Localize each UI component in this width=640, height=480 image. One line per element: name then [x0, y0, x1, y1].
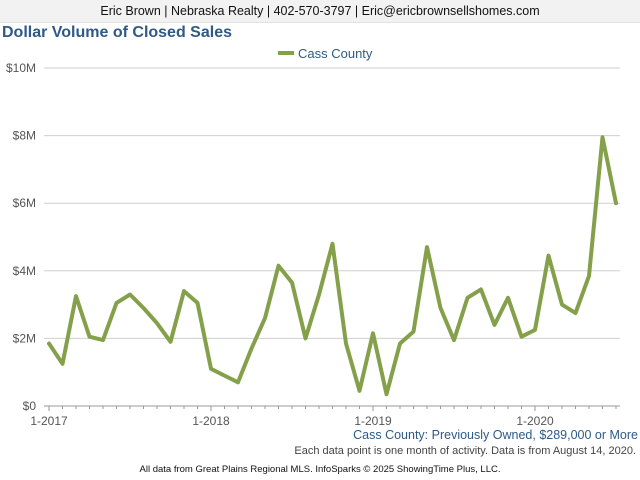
- legend-label: Cass County: [298, 46, 373, 61]
- x-tick-label: 1-2018: [192, 414, 230, 428]
- x-tick-label: 1-2017: [30, 414, 68, 428]
- y-tick-label: $0: [23, 399, 37, 413]
- legend[interactable]: Cass County: [278, 46, 373, 61]
- y-tick-label: $4M: [13, 264, 36, 278]
- chart-subtitle: Cass County: Previously Owned, $289,000 …: [353, 428, 638, 442]
- x-tick-label: 1-2020: [516, 414, 554, 428]
- y-tick-label: $10M: [6, 61, 36, 75]
- contact-info: Eric Brown | Nebraska Realty | 402-570-3…: [100, 4, 540, 18]
- y-tick-label: $2M: [13, 331, 36, 345]
- data-credits: All data from Great Plains Regional MLS.…: [139, 464, 501, 475]
- contact-bar: Eric Brown | Nebraska Realty | 402-570-3…: [0, 0, 640, 23]
- x-tick-label: 1-2019: [354, 414, 392, 428]
- series-group: [47, 135, 618, 397]
- data-footnote: Each data point is one month of activity…: [294, 445, 636, 457]
- y-tick-label: $6M: [13, 196, 36, 210]
- y-axis-ticks: $0 $2M $4M $6M $8M $10M: [6, 61, 36, 413]
- y-tick-label: $8M: [13, 129, 36, 143]
- x-axis: 1-2017 1-2018 1-2019 1-2020: [30, 406, 617, 428]
- chart-title: Dollar Volume of Closed Sales: [2, 24, 232, 41]
- series-line[interactable]: [47, 135, 618, 397]
- grid-lines: [44, 67, 620, 407]
